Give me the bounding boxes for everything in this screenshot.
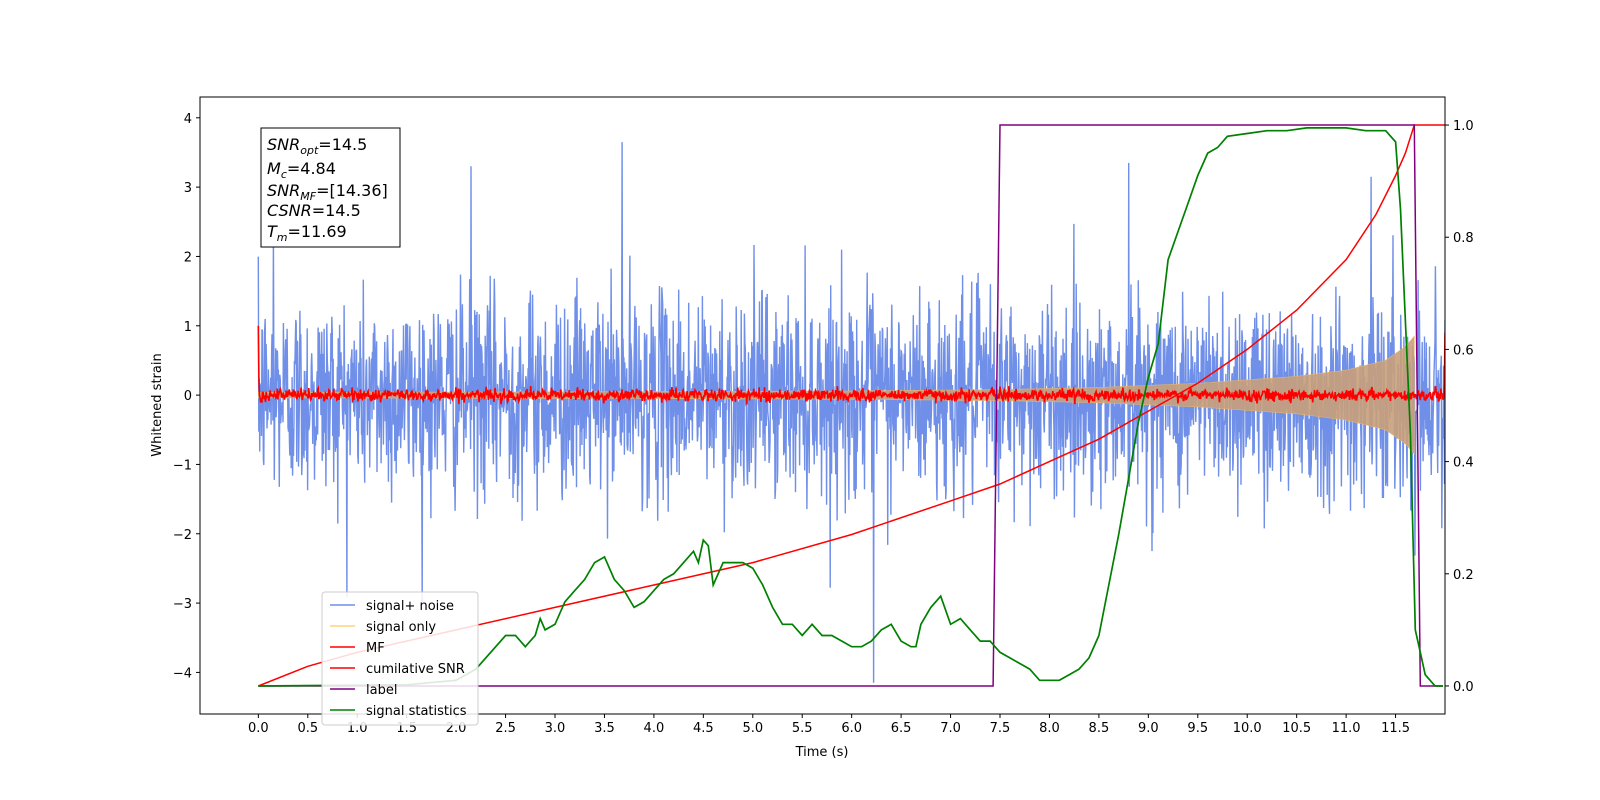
series-cumilative-snr-line xyxy=(258,124,1445,687)
annotation-csnr: CSNR=14.5 xyxy=(267,201,361,220)
x-tick-label: 7.5 xyxy=(990,721,1011,736)
annotation-box xyxy=(260,127,401,248)
legend-entry-mf: MF xyxy=(366,641,385,656)
legend-box xyxy=(321,591,479,726)
y2-tick-label: 0.2 xyxy=(1453,568,1474,583)
y2-tick-label: 1.0 xyxy=(1453,119,1474,134)
x-tick-label: 4.5 xyxy=(693,721,714,736)
annotation-mc: Mc=4.84 xyxy=(267,159,336,181)
y-tick-label: −3 xyxy=(173,597,192,612)
y2-tick-label: 0.8 xyxy=(1453,231,1474,246)
x-tick-label: 5.0 xyxy=(742,721,763,736)
x-axis-label: Time (s) xyxy=(795,745,849,760)
legend-entry-signal-statistics: signal statistics xyxy=(366,704,467,719)
legend-entry-signal-noise: signal+ noise xyxy=(366,599,454,614)
y-tick-label: 1 xyxy=(184,320,192,335)
legend: signal+ noise signal only MF cumilative SNR… xyxy=(321,591,479,726)
annotation-snr-mf: SNRMF=[14.36] xyxy=(267,181,388,203)
legend-entry-signal-only: signal only xyxy=(366,620,436,635)
x-tick-label: 3.0 xyxy=(545,721,566,736)
x-tick-label: 11.5 xyxy=(1381,721,1410,736)
annotation-tm: Tm=11.69 xyxy=(267,222,347,244)
annotation-snr-opt: SNRopt=14.5 xyxy=(267,135,367,157)
y-tick-label: 0 xyxy=(184,389,192,404)
x-tick-label: 2.5 xyxy=(495,721,516,736)
y-tick-label: 3 xyxy=(184,181,192,196)
legend-entry-cumilative-snr: cumilative SNR xyxy=(366,662,465,677)
series-label-line xyxy=(258,124,1443,687)
x-tick-label: 10.5 xyxy=(1282,721,1311,736)
x-tick-label: 8.5 xyxy=(1089,721,1110,736)
x-tick-label: 8.0 xyxy=(1039,721,1060,736)
y2-tick-label: 0.0 xyxy=(1453,680,1474,695)
x-tick-label: 7.0 xyxy=(940,721,961,736)
x-tick-label: 10.0 xyxy=(1233,721,1262,736)
legend-entry-label: label xyxy=(366,683,397,698)
x-tick-label: 0.0 xyxy=(248,721,269,736)
y-tick-label: −1 xyxy=(173,458,192,473)
y-axis-right: 1.0 0.8 0.6 0.4 0.2 0.0 xyxy=(1445,119,1474,695)
y2-tick-label: 0.6 xyxy=(1453,343,1474,358)
stats-annotation: SNRopt=14.5 Mc=4.84 SNRMF=[14.36] CSNR=1… xyxy=(260,127,401,248)
y-tick-label: 4 xyxy=(184,112,192,127)
x-tick-label: 6.0 xyxy=(841,721,862,736)
y-tick-label: −2 xyxy=(173,528,192,543)
y-tick-label: −4 xyxy=(173,666,192,681)
y-axis-left: 4 3 2 1 0 −1 −2 −3 −4 xyxy=(173,112,200,681)
x-tick-label: 11.0 xyxy=(1332,721,1361,736)
x-tick-label: 5.5 xyxy=(792,721,813,736)
series-signal-noise-line xyxy=(257,142,1445,683)
axes-frame xyxy=(199,96,1446,715)
x-tick-label: 6.5 xyxy=(891,721,912,736)
x-tick-label: 3.5 xyxy=(594,721,615,736)
x-tick-label: 9.5 xyxy=(1187,721,1208,736)
x-tick-label: 9.0 xyxy=(1138,721,1159,736)
y-tick-label: 2 xyxy=(184,250,192,265)
series-mf-line xyxy=(257,325,1445,405)
series-signal-statistics-line xyxy=(258,127,1443,687)
x-tick-label: 4.0 xyxy=(644,721,665,736)
plot-area xyxy=(257,124,1445,687)
y2-tick-label: 0.4 xyxy=(1453,456,1474,471)
x-tick-label: 0.5 xyxy=(297,721,318,736)
y-axis-label: Whitened strain xyxy=(150,353,165,456)
